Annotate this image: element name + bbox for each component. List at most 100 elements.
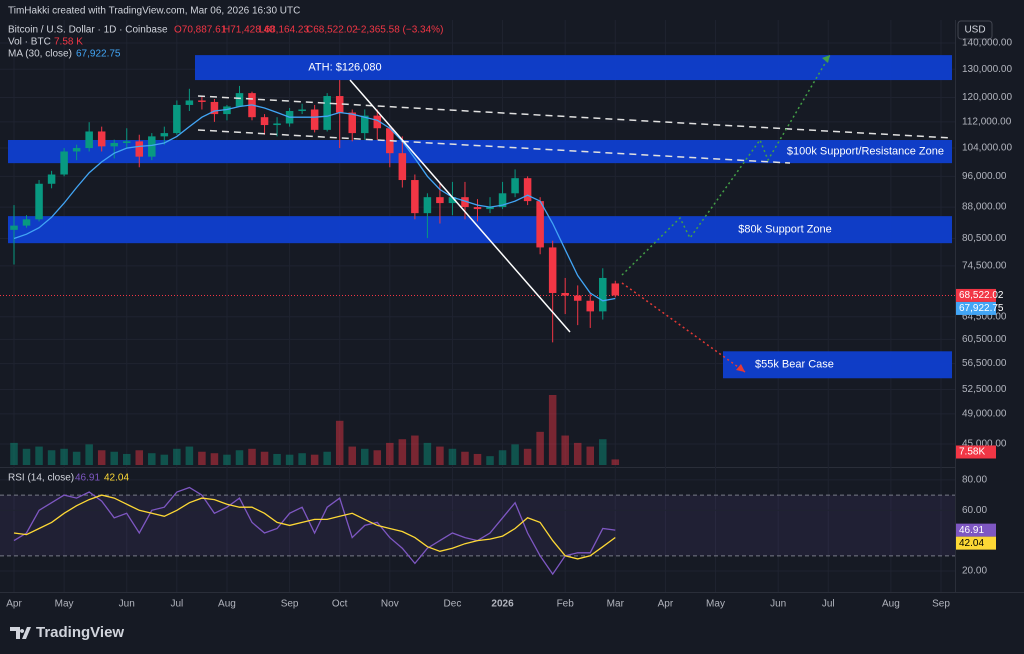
volume-bar xyxy=(310,454,319,465)
y-tick-label: 88,000.00 xyxy=(962,202,1007,213)
volume-bar xyxy=(411,435,419,465)
volume-bar xyxy=(323,451,331,465)
volume-bar xyxy=(511,444,519,465)
bear-projection xyxy=(621,282,746,373)
volume-bar xyxy=(548,395,557,465)
candle-body xyxy=(185,100,194,105)
y-tick-label: 96,000.00 xyxy=(962,171,1007,182)
volume-label: Vol · BTC xyxy=(8,37,51,48)
candle-body xyxy=(210,101,219,115)
bear-arrow xyxy=(736,364,745,372)
candle-body xyxy=(473,207,482,210)
volume-bar xyxy=(599,439,607,465)
ohlc-low: L68,164.23 xyxy=(259,25,309,36)
candle-body xyxy=(398,153,407,181)
rsi-label: RSI (14, close) xyxy=(8,473,74,484)
volume-bar xyxy=(173,448,181,465)
candle-body xyxy=(260,117,269,126)
candle-body xyxy=(97,131,106,147)
y-tick-label: 130,000.00 xyxy=(962,64,1012,75)
rsi-ma-line xyxy=(13,494,616,560)
y-tick-label: 120,000.00 xyxy=(962,92,1012,103)
zone-label: $80k Support Zone xyxy=(738,224,832,236)
zone-label: $55k Bear Case xyxy=(755,359,834,371)
y-tick-label: 104,000.00 xyxy=(962,143,1012,154)
x-tick-label: Sep xyxy=(281,599,299,610)
symbol: Bitcoin / U.S. Dollar · 1D · Coinbase xyxy=(8,25,168,36)
volume-bar xyxy=(47,450,56,465)
volume-badge-bg xyxy=(956,445,996,459)
rsi-line xyxy=(13,486,616,576)
y-tick-label: 112,000.00 xyxy=(962,117,1012,128)
x-tick-label: Jul xyxy=(170,599,183,610)
volume-bar xyxy=(198,451,206,465)
volume-badge: 7.58K xyxy=(959,447,985,458)
volume-bar xyxy=(523,448,532,465)
volume-bar xyxy=(148,453,156,465)
candle-body xyxy=(573,295,582,301)
bull-projection xyxy=(621,54,831,276)
candle-body xyxy=(498,193,507,208)
candle-body xyxy=(198,100,206,102)
candle-body xyxy=(323,96,331,130)
volume-bar xyxy=(436,446,444,465)
volume-bar xyxy=(135,450,144,465)
volume-bar xyxy=(72,451,81,465)
volume-bar xyxy=(298,453,306,465)
volume-bar xyxy=(423,442,432,465)
ma-value: 67,922.75 xyxy=(76,49,121,60)
candle-body xyxy=(511,178,519,194)
channel-upper xyxy=(197,95,953,139)
volume-bar xyxy=(210,453,219,465)
candle-body xyxy=(298,109,306,112)
ma-badge-bg xyxy=(956,301,996,315)
x-tick-label: Feb xyxy=(557,599,575,610)
candle-body xyxy=(122,141,131,144)
candle-body xyxy=(22,219,31,226)
volume-bar xyxy=(285,454,294,465)
candle-body xyxy=(536,201,544,248)
candle-body xyxy=(235,93,244,107)
x-tick-label: Apr xyxy=(6,599,22,610)
channel-lower xyxy=(197,129,791,164)
candle-body xyxy=(561,292,569,296)
ohlc-high: H71,428.40 xyxy=(223,25,275,36)
candle-body xyxy=(461,197,469,208)
candle-body xyxy=(148,136,156,157)
logo-icon xyxy=(10,627,31,639)
x-tick-label: Dec xyxy=(444,599,462,610)
candle-body xyxy=(486,207,494,210)
volume-bar xyxy=(223,454,231,465)
ohlc-close: C68,522.02 xyxy=(306,25,358,36)
y-tick-label: 52,500.00 xyxy=(962,384,1007,395)
volume-bar xyxy=(260,451,269,465)
candle-body xyxy=(411,180,419,214)
candle-body xyxy=(10,225,18,230)
credit: TimHakki created with TradingView.com, M… xyxy=(8,6,300,17)
ohlc-open: O70,887.61 xyxy=(174,25,227,36)
candle-body xyxy=(586,300,595,312)
volume-bar xyxy=(60,448,68,465)
volume-bar xyxy=(160,454,169,465)
trend-line xyxy=(349,79,571,333)
volume-bar xyxy=(110,451,118,465)
close-badge: 68,522.02 xyxy=(959,290,1004,301)
logo-text: TradingView xyxy=(36,624,124,641)
currency-button[interactable] xyxy=(957,20,993,40)
volume-bar xyxy=(573,442,582,465)
y-tick-label: 45,000.00 xyxy=(962,439,1007,450)
close-badge-bg xyxy=(956,288,996,302)
candle-body xyxy=(448,197,457,204)
currency[interactable]: USD xyxy=(964,25,985,36)
x-tick-label: Jun xyxy=(119,599,135,610)
candle-body xyxy=(348,112,356,134)
y-tick-label: 60,500.00 xyxy=(962,334,1007,345)
x-tick-label: Jun xyxy=(770,599,786,610)
x-tick-label: Aug xyxy=(882,599,900,610)
y-tick-label: 49,000.00 xyxy=(962,409,1007,420)
volume-bar xyxy=(373,450,382,465)
zone-label: ATH: $126,080 xyxy=(308,62,381,74)
candle-body xyxy=(47,174,56,184)
